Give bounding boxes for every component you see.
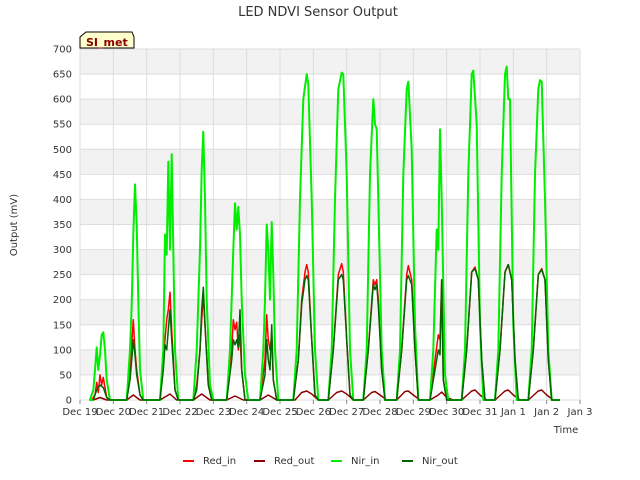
plot-band — [80, 249, 580, 275]
x-tick-label: Dec 22 — [162, 407, 197, 418]
y-tick-label: 50 — [59, 370, 72, 381]
legend-label: Nir_in — [351, 456, 380, 467]
x-tick-label: Dec 25 — [262, 407, 297, 418]
x-tick-label: Jan 3 — [567, 407, 593, 418]
y-tick-label: 650 — [53, 70, 72, 81]
chart-title: LED NDVI Sensor Output — [238, 5, 398, 20]
y-tick-label: 100 — [53, 345, 72, 356]
y-tick-label: 150 — [53, 320, 72, 331]
y-tick-label: 600 — [53, 95, 72, 106]
x-tick-label: Dec 29 — [396, 407, 431, 418]
y-tick-label: 700 — [53, 45, 72, 56]
y-axis-ticks: 0 50 100 150 200 250 300 350 400 450 500 550 600 650 7… — [53, 45, 72, 407]
x-tick-label: Dec 21 — [129, 407, 164, 418]
x-tick-label: Dec 20 — [96, 407, 131, 418]
plot-band — [80, 49, 580, 75]
y-tick-label: 450 — [53, 170, 72, 181]
x-tick-label: Dec 30 — [429, 407, 464, 418]
x-tick-label: Jan 2 — [533, 407, 559, 418]
y-tick-label: 500 — [53, 145, 72, 156]
plot-band — [80, 99, 580, 125]
x-tick-label: Dec 31 — [462, 407, 497, 418]
series-lines — [89, 65, 560, 401]
legend: Red_in Red_out Nir_in Nir_out — [183, 456, 458, 467]
x-tick-label: Dec 28 — [362, 407, 397, 418]
gridlines — [79, 48, 581, 401]
y-tick-label: 250 — [53, 270, 72, 281]
x-tick-label: Jan 1 — [500, 407, 526, 418]
site-label-badge: SI_met — [79, 31, 135, 49]
x-tick-label: Dec 26 — [296, 407, 331, 418]
y-tick-label: 0 — [66, 396, 72, 407]
x-axis-label: Time — [553, 425, 578, 436]
series-line-nir-out — [92, 263, 560, 401]
plot-band — [80, 199, 580, 225]
plot-band — [80, 299, 580, 325]
plot-band — [80, 149, 580, 175]
legend-label: Nir_out — [422, 456, 458, 467]
y-tick-label: 350 — [53, 220, 72, 231]
y-tick-label: 300 — [53, 245, 72, 256]
x-tick-label: Dec 24 — [229, 407, 264, 418]
x-tick-label: Dec 23 — [196, 407, 231, 418]
x-tick-label: Dec 27 — [329, 407, 364, 418]
site-label-text: SI_met — [86, 36, 128, 49]
y-tick-label: 200 — [53, 295, 72, 306]
x-tick-label: Dec 19 — [62, 407, 97, 418]
y-tick-label: 400 — [53, 195, 72, 206]
plot-band — [80, 324, 580, 350]
legend-label: Red_in — [203, 456, 236, 467]
plot-band — [80, 74, 580, 100]
plot-band — [80, 224, 580, 250]
plot-band — [80, 174, 580, 200]
series-line-nir-in — [89, 65, 560, 401]
legend-label: Red_out — [274, 456, 314, 467]
y-axis-label: Output (mV) — [9, 194, 20, 256]
plot-band — [80, 124, 580, 150]
y-tick-label: 550 — [53, 120, 72, 131]
